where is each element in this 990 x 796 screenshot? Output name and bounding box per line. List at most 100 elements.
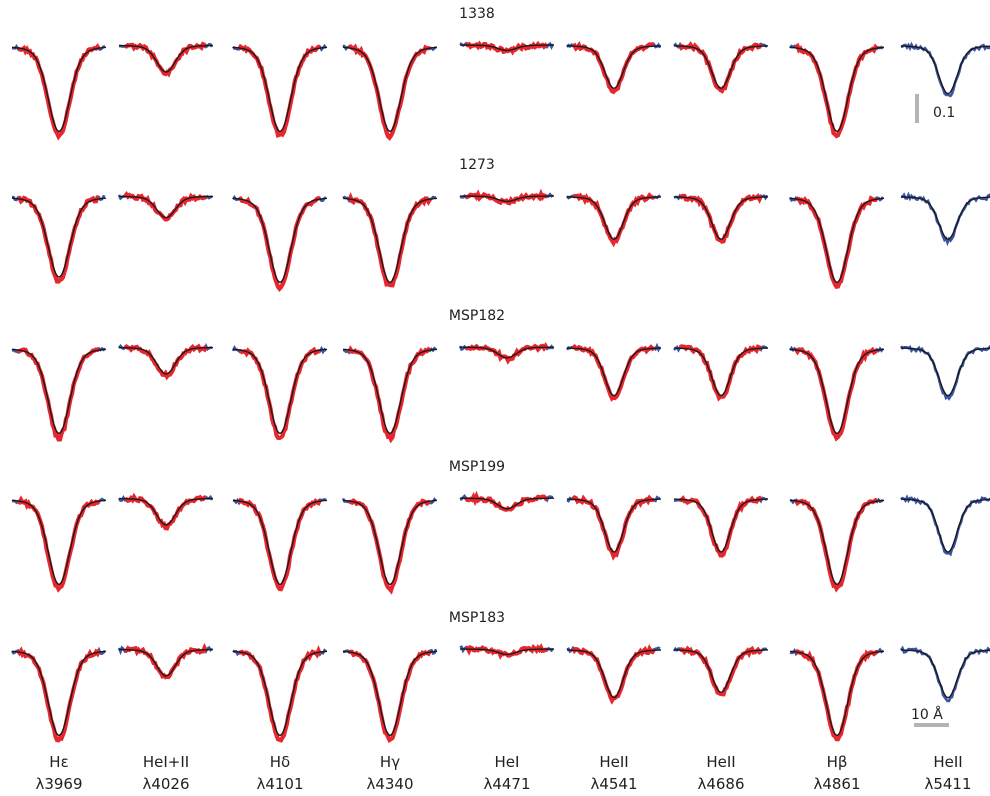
observed-spectrum-1338-λ4340 (342, 44, 437, 140)
fit-region-spectrum-1273-λ4541 (572, 192, 655, 248)
observed-spectrum-MSP183-λ4541 (566, 645, 661, 704)
model-spectrum-MSP183-λ4101 (232, 650, 328, 737)
observed-spectrum-MSP199-λ4541 (566, 495, 661, 560)
observed-spectrum-1273-λ4340 (342, 194, 437, 287)
observed-spectrum-1338-λ4101 (231, 43, 328, 137)
panel-1338-λ4026 (118, 41, 214, 78)
fit-region-spectrum-MSP182-λ4101 (238, 346, 321, 441)
fit-region-spectrum-1338-λ4686 (678, 41, 763, 94)
fit-region-spectrum-MSP199-λ4686 (679, 495, 763, 558)
model-spectrum-MSP199-λ4101 (232, 499, 328, 586)
line-name-label: HeII (599, 753, 628, 771)
observed-spectrum-MSP183-λ4340 (343, 648, 438, 742)
model-spectrum-MSP183-λ4471 (460, 648, 554, 656)
line-wavelength-label: λ5411 (924, 775, 971, 793)
line-wavelength-label: λ4340 (366, 775, 413, 793)
panel-MSP183-λ4340 (342, 648, 438, 743)
panel-1273-λ4541 (565, 192, 661, 248)
model-spectrum-1338-λ4686 (674, 45, 768, 89)
panel-MSP199-λ4541 (566, 494, 661, 561)
star-title-1273: 1273 (459, 157, 495, 173)
fit-region-spectrum-MSP199-λ3969 (17, 495, 101, 593)
line-name-label: Hδ (270, 753, 290, 771)
fit-region-spectrum-MSP183-λ3969 (16, 646, 101, 743)
line-wavelength-label: λ4101 (256, 775, 303, 793)
fit-region-spectrum-1338-λ4101 (237, 43, 320, 139)
star-title-MSP182: MSP182 (449, 308, 505, 324)
fit-region-spectrum-MSP199-λ4861 (794, 497, 879, 593)
flux-scale-label: 0.1 (933, 105, 955, 121)
observed-spectrum-MSP183-λ5411 (899, 645, 990, 703)
observed-spectrum-MSP182-λ4101 (231, 345, 327, 440)
panel-MSP199-λ4861 (789, 497, 885, 593)
fit-region-spectrum-MSP199-λ4541 (571, 494, 655, 561)
model-spectrum-1338-λ4026 (118, 44, 214, 73)
observed-spectrum-MSP199-λ4686 (673, 496, 768, 557)
fit-region-spectrum-1273-λ4340 (347, 192, 432, 288)
fit-region-spectrum-MSP183-λ4861 (794, 648, 879, 742)
panel-MSP182-λ3969 (11, 346, 107, 442)
panel-1273-λ4861 (788, 195, 885, 289)
observed-spectrum-MSP199-λ4101 (232, 497, 327, 591)
fit-region-spectrum-MSP199-λ4340 (348, 498, 432, 595)
model-spectrum-1273-λ4471 (460, 195, 554, 203)
observed-spectrum-MSP182-λ3969 (11, 346, 106, 441)
fit-region-spectrum-MSP182-λ4861 (794, 346, 879, 442)
observed-spectrum-MSP182-λ4340 (343, 346, 437, 442)
panel-MSP182-λ4340 (342, 345, 438, 444)
fit-region-spectrum-MSP199-λ4026 (124, 492, 207, 531)
panel-1273-λ4471 (459, 188, 554, 206)
line-name-label: HeII (933, 753, 962, 771)
model-spectrum-MSP182-λ4541 (567, 347, 661, 397)
fit-region-spectrum-MSP183-λ4541 (571, 643, 656, 705)
observed-spectrum-1273-λ4686 (673, 193, 769, 243)
panels-layer (10, 40, 990, 743)
panel-1338-λ4541 (565, 41, 662, 95)
observed-spectrum-1273-λ4541 (565, 193, 661, 246)
model-spectrum-1273-λ4340 (342, 197, 438, 284)
panel-MSP199-λ4686 (673, 495, 768, 558)
observed-spectrum-MSP199-λ3969 (11, 496, 106, 592)
model-spectrum-MSP199-λ4471 (460, 497, 554, 510)
observed-spectrum-1273-λ4861 (788, 196, 885, 289)
model-spectrum-MSP182-λ4861 (789, 348, 885, 435)
observed-spectrum-MSP183-λ4686 (672, 646, 768, 696)
fit-region-spectrum-1273-λ3969 (17, 195, 100, 284)
observed-spectrum-1338-λ4861 (788, 44, 884, 138)
model-spectrum-MSP199-λ4861 (789, 499, 885, 586)
fit-region-spectrum-1273-λ4861 (794, 195, 879, 289)
wavelength-scale-label: 10 Å (911, 706, 943, 723)
panel-1273-λ5411 (900, 191, 990, 247)
model-spectrum-1273-λ4026 (118, 195, 214, 219)
model-spectrum-1338-λ4471 (460, 44, 554, 52)
line-wavelength-label: λ3969 (35, 775, 82, 793)
fit-region-spectrum-MSP199-λ4471 (464, 490, 549, 512)
fit-region-spectrum-MSP199-λ4101 (237, 497, 322, 592)
panel-1338-λ4101 (231, 43, 328, 139)
panel-1338-λ4861 (788, 42, 885, 139)
model-spectrum-MSP199-λ5411 (901, 498, 990, 553)
fit-region-spectrum-1338-λ4340 (348, 43, 431, 141)
fit-region-spectrum-MSP182-λ3969 (16, 347, 101, 442)
fit-region-spectrum-1338-λ4026 (124, 41, 208, 78)
panel-MSP199-λ5411 (900, 494, 990, 557)
model-spectrum-MSP182-λ4101 (232, 348, 328, 435)
panel-MSP183-λ4541 (566, 643, 661, 705)
observed-spectrum-1338-λ5411 (900, 41, 990, 98)
line-name-label: Hβ (827, 753, 848, 771)
model-spectrum-1273-λ4861 (789, 197, 885, 284)
fit-region-spectrum-MSP182-λ4541 (571, 343, 655, 402)
panel-MSP182-λ4471 (458, 342, 555, 365)
panel-MSP183-λ4686 (672, 645, 768, 697)
observed-spectrum-MSP199-λ4340 (341, 497, 437, 594)
model-spectrum-MSP183-λ5411 (901, 649, 990, 699)
star-title-1338: 1338 (459, 6, 495, 22)
scale-bars-layer: 0.1 10 Å (911, 94, 955, 727)
model-spectrum-MSP199-λ4340 (342, 499, 438, 586)
panel-MSP183-λ4026 (117, 642, 214, 680)
observed-spectrum-MSP199-λ5411 (900, 494, 990, 557)
observed-spectrum-MSP199-λ4861 (789, 497, 884, 592)
star-titles-layer: 1338 1273 MSP182 MSP199 MSP183 (449, 6, 505, 626)
model-spectrum-MSP199-λ4026 (118, 497, 214, 526)
